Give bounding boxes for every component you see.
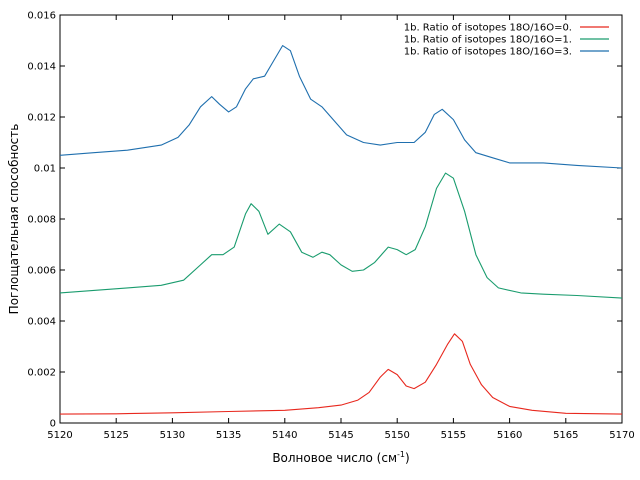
y-axis-title: Поглощательная способность	[7, 124, 21, 315]
y-tick-label: 0.01	[34, 164, 56, 175]
y-tick-label: 0.004	[27, 317, 56, 328]
x-tick-label: 5140	[272, 430, 297, 441]
x-axis-title-close: )	[405, 451, 410, 465]
y-tick-label: 0	[50, 419, 56, 430]
y-tick-label: 0.016	[27, 11, 56, 22]
axis-tick-labels: 5120 5125 5130 5135 5140 5145 5150 5155 5160 5165…	[27, 11, 634, 442]
x-tick-label: 5170	[609, 430, 634, 441]
y-tick-label: 0.014	[27, 62, 56, 73]
series-line-1	[59, 333, 623, 415]
x-tick-label: 5165	[553, 430, 578, 441]
series-group	[59, 45, 623, 415]
x-axis-title: Волновое число (см-1)	[272, 450, 409, 465]
plot-frame	[59, 14, 623, 424]
x-axis-title-superscript: -1	[397, 450, 405, 459]
y-tick-label: 0.006	[27, 266, 56, 277]
x-tick-label: 5145	[328, 430, 353, 441]
x-tick-label: 5160	[497, 430, 522, 441]
y-tick-label: 0.012	[27, 113, 56, 124]
x-tick-label: 5155	[441, 430, 466, 441]
legend-label-3: 1b. Ratio of isotopes 18O/16O=3.	[404, 47, 572, 58]
y-tick-label: 0.002	[27, 368, 56, 379]
x-axis-title-main: Волновое число (см	[272, 451, 397, 465]
legend-label-2: 1b. Ratio of isotopes 18O/16O=1.	[404, 35, 572, 46]
series-line-3	[59, 45, 623, 169]
series-line-2	[59, 172, 623, 299]
x-tick-label: 5130	[160, 430, 185, 441]
legend-label-1: 1b. Ratio of isotopes 18O/16O=0.	[404, 23, 572, 34]
y-tick-label: 0.008	[27, 215, 56, 226]
axis-ticks	[59, 14, 623, 424]
x-tick-label: 5150	[384, 430, 409, 441]
legend: 1b. Ratio of isotopes 18O/16O=0.1b. Rati…	[404, 23, 609, 58]
x-tick-label: 5135	[216, 430, 241, 441]
x-tick-label: 5125	[103, 430, 128, 441]
x-tick-label: 5120	[47, 430, 72, 441]
